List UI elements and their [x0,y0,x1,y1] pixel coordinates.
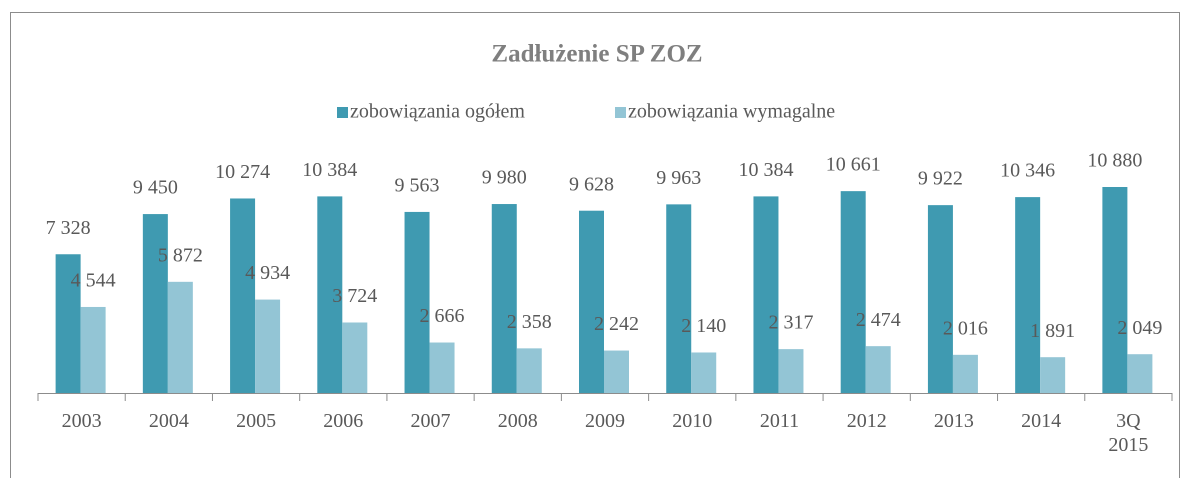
data-label: 10 384 [738,159,793,181]
legend-label: zobowiązania ogółem [350,101,525,123]
bar [167,281,193,393]
bar [80,306,106,393]
bar [142,214,168,393]
data-label: 3 724 [332,285,377,307]
bar [255,299,281,393]
data-label: 4 934 [245,262,290,284]
bar [342,322,368,393]
bar [55,254,81,393]
bar [429,342,455,393]
bar [1127,354,1153,393]
data-label: 2 049 [1117,317,1162,339]
x-tick-label: 2007 [410,410,451,432]
data-label: 9 563 [395,175,440,197]
x-tick-label: 2013 [933,410,974,432]
data-label: 4 544 [71,270,116,292]
bar [491,204,517,393]
bar [516,348,542,393]
data-label: 2 474 [856,309,901,331]
chart-frame [10,12,1180,478]
x-tick-label: 3Q 2015 [1108,410,1149,456]
bar [927,205,953,393]
bar [1102,187,1128,393]
bar [840,191,866,393]
x-tick-label: 2008 [497,410,538,432]
x-tick-label: 2014 [1021,410,1062,432]
data-label: 9 963 [656,167,701,189]
bar [604,350,629,393]
data-label: 2 317 [768,312,813,334]
bar [865,346,891,393]
bar [753,196,779,393]
data-label: 9 628 [569,173,614,195]
x-tick-label: 2009 [585,410,625,432]
legend-swatch [337,107,348,118]
bar [1040,357,1066,393]
bar [404,211,430,393]
x-tick-label: 2012 [846,410,887,432]
data-label: 10 346 [1000,160,1055,182]
data-label: 2 666 [420,305,465,327]
bar [1015,197,1041,393]
x-tick-label: 2011 [759,410,800,432]
bar [579,210,604,393]
bar [317,196,343,393]
data-label: 2 016 [943,317,988,339]
bar [952,354,978,393]
data-label: 1 891 [1030,320,1075,342]
data-label: 10 274 [215,161,270,183]
bar [778,349,804,393]
data-label: 9 980 [482,167,527,189]
data-label: 2 358 [507,311,552,333]
bar [691,352,717,393]
x-tick-label: 2010 [672,410,713,432]
data-label: 9 450 [133,177,178,199]
x-tick-label: 2006 [323,410,364,432]
data-label: 2 242 [594,313,639,335]
data-label: 9 922 [918,168,963,190]
legend-swatch [615,107,626,118]
chart-title: Zadłużenie SP ZOZ [491,41,702,68]
x-tick-label: 2004 [148,410,189,432]
x-tick-label: 2005 [236,410,277,432]
data-label: 10 661 [826,154,881,176]
bar [666,204,692,393]
data-label: 7 328 [46,217,91,239]
x-tick-label: 2003 [61,410,102,432]
data-label: 2 140 [681,315,726,337]
legend-label: zobowiązania wymagalne [628,101,835,123]
data-label: 10 384 [302,159,357,181]
data-label: 10 880 [1087,150,1142,172]
data-label: 5 872 [158,244,203,266]
bar [230,198,256,393]
